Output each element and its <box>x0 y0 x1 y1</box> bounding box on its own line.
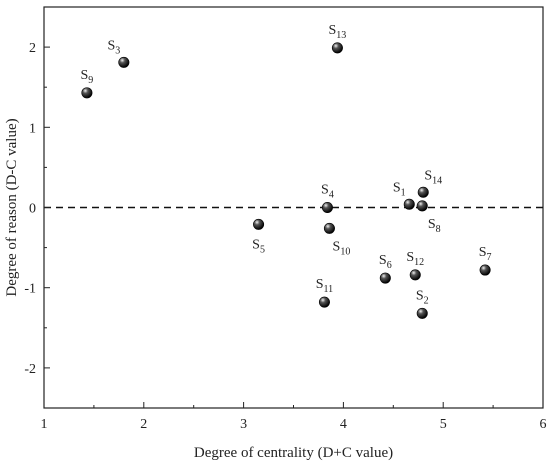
x-tick-label: 2 <box>140 417 147 432</box>
data-point <box>253 218 265 230</box>
y-tick-label: -2 <box>24 362 36 377</box>
y-tick-label: 0 <box>29 202 36 217</box>
point-label: S1 <box>393 180 406 198</box>
point-label: S7 <box>479 245 492 263</box>
data-point <box>403 198 415 210</box>
point-label: S13 <box>329 23 347 41</box>
point-label: S4 <box>321 183 334 201</box>
point-label: S8 <box>428 217 441 235</box>
data-point <box>416 307 428 319</box>
data-point <box>81 87 93 99</box>
x-tick-label: 5 <box>440 417 447 432</box>
data-point <box>318 296 330 308</box>
point-label: S9 <box>81 68 94 86</box>
data-point <box>479 264 491 276</box>
x-tick-label: 4 <box>340 417 347 432</box>
y-tick-label: 1 <box>29 121 36 136</box>
data-point <box>321 202 333 214</box>
data-point <box>379 272 391 284</box>
point-label: S14 <box>424 168 442 186</box>
point-label: S3 <box>107 38 120 56</box>
data-point <box>331 42 343 54</box>
x-axis-label: Degree of centrality (D+C value) <box>194 445 393 461</box>
y-axis-label: Degree of reason (D-C value) <box>4 118 20 296</box>
x-tick-label: 6 <box>540 417 547 432</box>
point-label: S10 <box>333 239 351 257</box>
axis-ticks: 1 2 3 4 5 6 -2 -1 0 1 2 <box>24 41 546 432</box>
data-point <box>323 222 335 234</box>
data-point <box>416 200 428 212</box>
point-label: S12 <box>406 250 424 268</box>
y-tick-label: 2 <box>29 41 36 56</box>
point-label: S11 <box>316 277 333 295</box>
point-label: S5 <box>252 237 265 255</box>
data-points: S1 S2 S3 S4 S5 S6 S7 S8 S9 S10 S11 S12 S13 S14 <box>81 23 492 319</box>
point-label: S6 <box>379 253 392 271</box>
point-label: S2 <box>416 288 429 306</box>
x-tick-label: 1 <box>41 417 48 432</box>
data-point <box>409 269 421 281</box>
x-tick-label: 3 <box>240 417 247 432</box>
y-tick-label: -1 <box>24 282 36 297</box>
data-point <box>118 56 130 68</box>
data-point <box>417 186 429 198</box>
